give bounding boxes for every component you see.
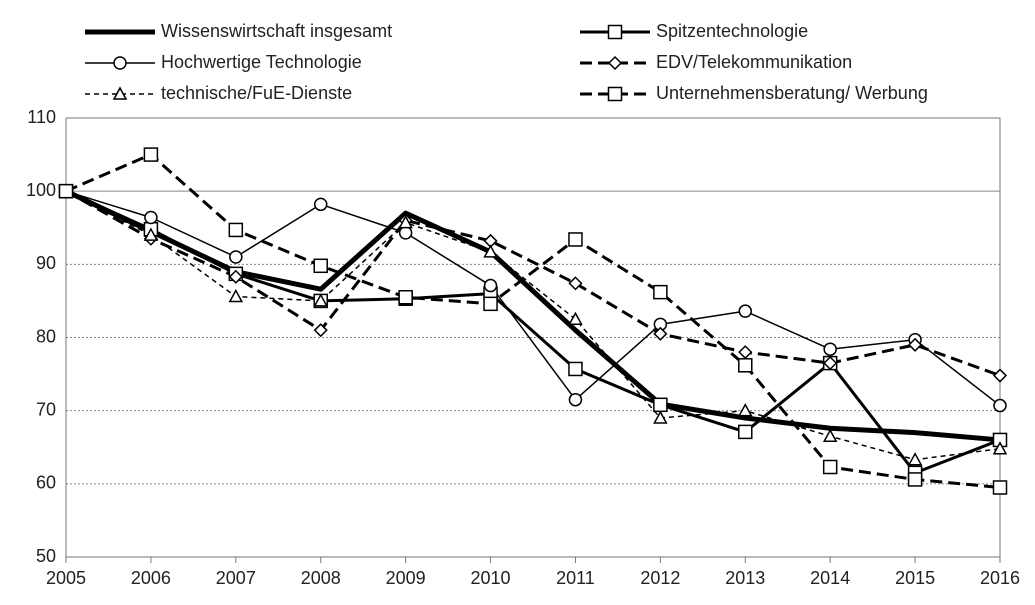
y-tick-label: 100: [26, 180, 56, 200]
x-tick-label: 2011: [556, 568, 595, 588]
legend-label: Hochwertige Technologie: [161, 52, 362, 72]
marker: [653, 410, 668, 424]
x-tick-label: 2006: [131, 568, 171, 588]
marker: [313, 323, 328, 338]
x-tick-label: 2012: [640, 568, 680, 588]
marker: [313, 293, 328, 307]
marker: [143, 147, 159, 162]
marker: [653, 284, 668, 300]
legend-label: EDV/Telekommunikation: [656, 52, 852, 72]
plot-frame: [65, 117, 1001, 558]
marker: [398, 226, 413, 240]
marker: [398, 290, 413, 305]
series-line: [65, 190, 1001, 461]
legend-label: Spitzentechnologie: [656, 21, 808, 41]
marker: [313, 197, 328, 212]
x-tick-label: 2010: [471, 568, 511, 588]
marker: [823, 356, 838, 371]
x-tick-label: 2016: [980, 568, 1020, 588]
legend-label: Wissenswirtschaft insgesamt: [161, 21, 392, 41]
marker: [822, 459, 838, 475]
series-line: [65, 189, 1001, 377]
legend-marker: [607, 24, 623, 40]
marker: [823, 342, 837, 356]
marker: [568, 276, 583, 291]
marker: [313, 258, 328, 274]
marker: [992, 368, 1008, 383]
marker: [822, 428, 838, 443]
marker: [144, 210, 158, 225]
marker: [228, 222, 244, 238]
marker: [738, 304, 753, 318]
x-tick-label: 2013: [725, 568, 765, 588]
marker: [738, 345, 753, 360]
legend-marker: [607, 55, 623, 71]
marker: [568, 311, 583, 325]
marker: [907, 452, 923, 466]
series-line: [65, 153, 1001, 489]
marker: [143, 227, 159, 241]
y-tick-label: 70: [36, 399, 56, 419]
marker: [228, 288, 244, 303]
marker: [568, 361, 583, 377]
x-tick-label: 2008: [301, 568, 341, 588]
x-tick-label: 2015: [895, 568, 935, 588]
legend-label: Unternehmensberatung/ Werbung: [656, 83, 928, 103]
y-tick-label: 60: [36, 473, 56, 493]
marker: [992, 441, 1008, 455]
legend-marker: [112, 86, 128, 100]
y-tick-label: 50: [36, 546, 56, 566]
y-tick-label: 110: [27, 107, 56, 127]
y-tick-label: 90: [36, 253, 56, 273]
marker: [653, 397, 668, 413]
legend-marker: [113, 56, 127, 70]
x-tick-label: 2014: [810, 568, 850, 588]
marker: [738, 358, 753, 373]
marker: [568, 232, 583, 247]
marker: [992, 480, 1008, 495]
legend-label: technische/FuE-Dienste: [161, 83, 352, 103]
marker: [229, 250, 243, 264]
series-line: [65, 189, 1001, 475]
x-tick-label: 2005: [46, 568, 86, 588]
marker: [483, 244, 498, 258]
marker: [568, 392, 583, 407]
x-tick-label: 2009: [386, 568, 426, 588]
marker: [483, 296, 498, 312]
marker: [653, 326, 668, 341]
marker: [398, 215, 413, 229]
legend-marker: [607, 86, 623, 102]
marker: [738, 403, 753, 417]
marker: [58, 183, 74, 199]
marker: [907, 472, 923, 487]
marker: [993, 398, 1007, 413]
x-tick-label: 2007: [216, 568, 256, 588]
marker: [908, 337, 923, 352]
marker: [228, 269, 243, 284]
series-line: [65, 190, 1001, 407]
y-tick-label: 80: [36, 326, 56, 346]
marker: [483, 278, 498, 293]
marker: [738, 424, 753, 440]
